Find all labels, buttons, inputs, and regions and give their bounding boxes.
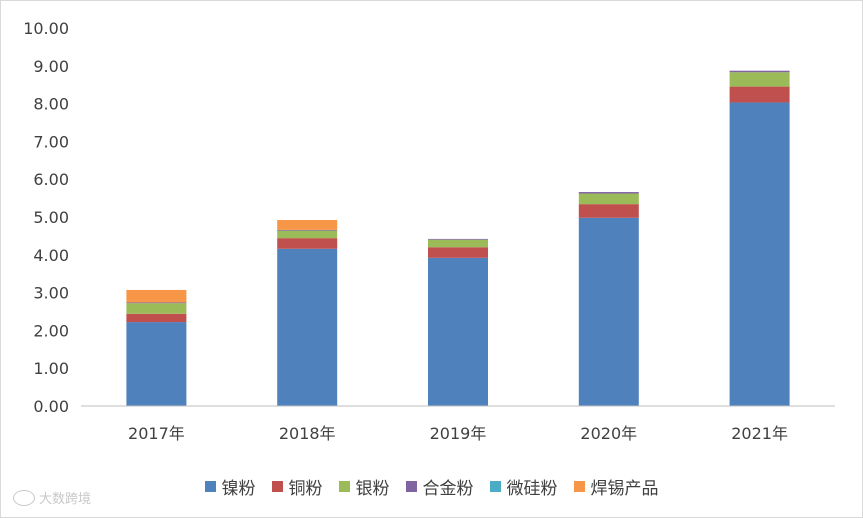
stacked-bar-chart: 0.00 1.00 2.00 3.00 4.00 5.00 6.00 7.00 8.00 9.00… <box>23 19 835 443</box>
bar-segment <box>126 303 187 314</box>
watermark: 大数跨境 <box>13 488 91 507</box>
bar-segment <box>277 230 338 239</box>
legend: 镍粉 铜粉 银粉 合金粉 微硅粉 焊锡产品 <box>1 473 862 499</box>
bar-segment <box>277 238 338 249</box>
y-tick-label: 0.00 <box>33 397 69 416</box>
legend-swatch <box>405 480 417 492</box>
legend-swatch <box>573 480 585 492</box>
x-tick-label: 2020年 <box>580 424 637 443</box>
bar-segment <box>729 70 790 73</box>
bar-segment <box>277 229 338 231</box>
bar-segment <box>126 322 187 406</box>
legend-swatch <box>489 480 501 492</box>
legend-label: 银粉 <box>355 478 390 499</box>
legend-item: 镍粉 <box>204 474 256 499</box>
y-tick-label: 10.00 <box>23 19 69 38</box>
legend-label: 焊锡产品 <box>590 478 659 499</box>
y-axis: 0.00 1.00 2.00 3.00 4.00 5.00 6.00 7.00 8.00 9.00… <box>23 19 69 416</box>
y-tick-label: 7.00 <box>33 132 69 151</box>
x-tick-label: 2017年 <box>128 424 185 443</box>
bar-segment <box>428 247 488 258</box>
bar-segment <box>428 257 488 406</box>
bar-segment <box>428 239 488 248</box>
legend-item: 焊锡产品 <box>573 474 659 499</box>
x-tick-label: 2018年 <box>279 424 336 443</box>
legend-item: 铜粉 <box>271 474 323 499</box>
y-tick-label: 3.00 <box>33 284 69 303</box>
y-tick-label: 4.00 <box>33 246 69 265</box>
y-tick-label: 5.00 <box>33 208 69 227</box>
bar-segment <box>729 86 790 103</box>
legend-label: 镍粉 <box>221 478 256 499</box>
legend-swatch <box>271 480 283 492</box>
legend-item: 银粉 <box>338 474 390 499</box>
legend-swatch <box>204 480 216 492</box>
watermark-text: 大数跨境 <box>39 492 92 507</box>
y-tick-label: 6.00 <box>33 170 69 189</box>
bar-segment <box>578 193 639 205</box>
legend-label: 铜粉 <box>288 478 323 499</box>
legend-item: 微硅粉 <box>489 474 558 499</box>
y-tick-label: 2.00 <box>33 321 69 340</box>
legend-item: 合金粉 <box>405 474 474 499</box>
bar-segment <box>578 217 639 406</box>
x-axis: 2017年 2018年 2019年 2020年 2021年 <box>81 405 835 443</box>
bar-segment <box>277 248 338 406</box>
bar-segment <box>729 72 790 87</box>
bar-segment <box>578 204 639 218</box>
bar-segment <box>729 102 790 406</box>
bar-segment <box>578 192 639 194</box>
x-tick-label: 2021年 <box>731 424 788 443</box>
x-tick-label: 2019年 <box>430 424 487 443</box>
bar-segment <box>277 220 338 230</box>
y-tick-label: 9.00 <box>33 57 69 76</box>
legend-label: 合金粉 <box>422 478 474 499</box>
legend-label: 微硅粉 <box>506 478 558 499</box>
y-tick-label: 8.00 <box>33 95 69 114</box>
bar-segment <box>126 313 187 323</box>
y-tick-label: 1.00 <box>33 359 69 378</box>
bar-segment <box>126 302 187 304</box>
watermark-logo-icon <box>13 489 35 506</box>
bars <box>126 70 790 406</box>
bar-segment <box>428 238 488 240</box>
bar-segment <box>126 289 187 303</box>
legend-swatch <box>338 480 350 492</box>
